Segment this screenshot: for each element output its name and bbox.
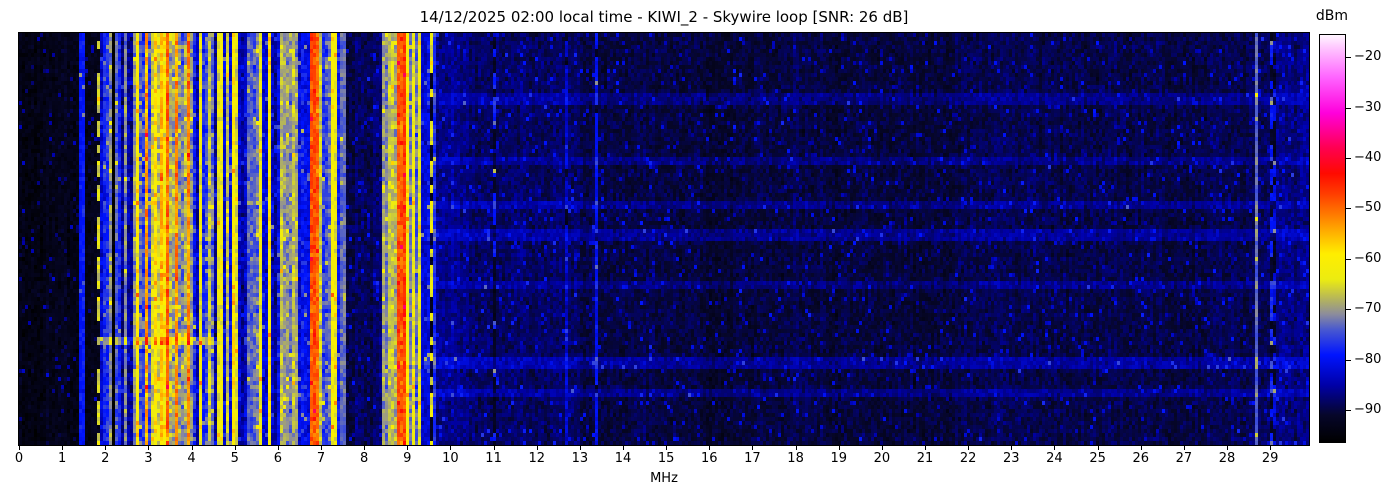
x-tick	[925, 446, 927, 450]
x-tick-label: 1	[58, 451, 67, 466]
colorbar-tick	[1346, 309, 1351, 311]
x-tick	[752, 446, 754, 450]
colorbar-tick-label: −30	[1354, 99, 1382, 115]
x-tick-label: 26	[1132, 451, 1150, 466]
x-tick-label: 27	[1175, 451, 1193, 466]
x-tick-label: 25	[1089, 451, 1106, 466]
colorbar-tick	[1346, 107, 1351, 109]
x-tick-label: 6	[273, 451, 282, 466]
x-tick	[968, 446, 970, 450]
x-tick-label: 4	[187, 451, 196, 466]
x-tick-label: 3	[144, 451, 153, 466]
x-tick-label: 11	[485, 451, 502, 466]
x-tick	[1183, 446, 1185, 450]
x-tick	[19, 446, 20, 450]
x-tick	[1097, 446, 1099, 450]
colorbar	[1319, 34, 1346, 443]
x-axis-label: MHz	[650, 471, 678, 486]
x-tick-label: 16	[701, 451, 718, 466]
colorbar-tick-label: −20	[1354, 49, 1382, 65]
x-tick	[105, 446, 107, 450]
x-tick	[709, 446, 711, 450]
x-tick-label: 18	[787, 451, 804, 466]
x-tick-label: 12	[528, 451, 545, 466]
colorbar-tick	[1346, 359, 1351, 361]
x-tick	[838, 446, 840, 450]
colorbar-tick-label: −60	[1354, 250, 1382, 266]
colorbar-tick	[1346, 57, 1351, 59]
x-tick	[1140, 446, 1142, 450]
x-tick-label: 21	[916, 451, 934, 466]
colorbar-tick	[1346, 258, 1351, 260]
colorbar-tick	[1346, 158, 1351, 160]
colorbar-tick	[1346, 208, 1351, 210]
colorbar-tick	[1346, 410, 1351, 412]
x-tick	[1054, 446, 1056, 450]
x-tick	[1011, 446, 1013, 450]
colorbar-tick-label: −50	[1354, 200, 1382, 216]
x-tick-label: 15	[657, 451, 675, 466]
x-tick	[364, 446, 366, 450]
x-tick-label: 13	[571, 451, 589, 466]
colorbar-tick-label: −90	[1354, 402, 1382, 418]
x-tick-label: 7	[316, 451, 326, 466]
x-tick	[277, 446, 279, 450]
x-tick-label: 10	[442, 451, 459, 466]
x-tick-label: 8	[360, 451, 369, 466]
x-tick-label: 24	[1046, 451, 1063, 466]
x-tick	[62, 446, 64, 450]
x-tick-label: 19	[830, 451, 847, 466]
x-tick-label: 23	[1003, 451, 1020, 466]
colorbar-tick-label: −70	[1354, 301, 1382, 317]
x-tick	[881, 446, 883, 450]
x-tick	[1227, 446, 1229, 450]
colorbar-tick-label: −80	[1354, 351, 1382, 367]
colorbar-gradient	[1320, 35, 1345, 442]
x-tick-label: 0	[14, 451, 24, 466]
x-tick	[148, 446, 150, 450]
x-tick-label: 2	[101, 451, 110, 466]
colorbar-tick-label: −40	[1354, 150, 1382, 166]
x-tick	[795, 446, 797, 450]
x-tick-label: 14	[614, 451, 632, 466]
plot-area	[18, 32, 1310, 446]
x-tick	[234, 446, 236, 450]
x-tick-label: 29	[1261, 451, 1279, 466]
x-tick	[666, 446, 668, 450]
x-tick	[623, 446, 624, 450]
waterfall-canvas	[19, 33, 1309, 445]
x-tick	[321, 446, 322, 450]
plot-title: 14/12/2025 02:00 local time - KIWI_2 - S…	[419, 8, 909, 26]
x-tick-label: 22	[959, 451, 977, 466]
x-tick	[407, 446, 409, 450]
x-tick-label: 5	[230, 451, 239, 466]
x-tick-label: 9	[403, 451, 412, 466]
x-tick-label: 17	[744, 451, 761, 466]
x-tick	[191, 446, 193, 450]
x-tick	[493, 446, 495, 450]
x-tick	[1270, 446, 1272, 450]
x-tick-label: 28	[1218, 451, 1236, 466]
x-tick-label: 20	[873, 451, 891, 466]
x-tick	[536, 446, 538, 450]
x-tick	[450, 446, 452, 450]
x-tick	[579, 446, 581, 450]
colorbar-label: dBm	[1315, 8, 1349, 24]
